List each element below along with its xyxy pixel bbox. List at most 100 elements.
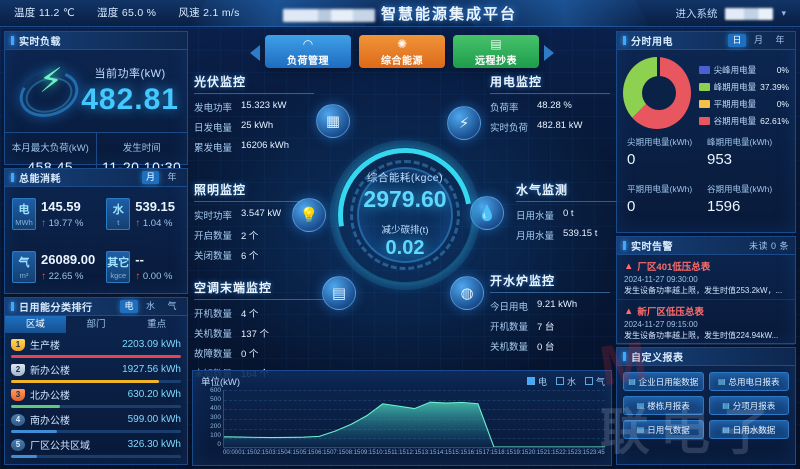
- tou-valley-value: 1596: [707, 198, 741, 215]
- lightning-bolt-graphic: ⚡: [13, 58, 85, 125]
- report-button-daily-gas-label: 日用气数据: [647, 424, 690, 435]
- air-conditioner-icon[interactable]: ▤: [322, 276, 356, 310]
- other-change: ↑ 0.00 %: [135, 271, 172, 282]
- ranking-type-toggle: 电 水 气: [120, 300, 181, 313]
- boiler-icon[interactable]: ◍: [450, 276, 484, 310]
- report-button-daily-gas[interactable]: ▤ 日用气数据: [623, 420, 704, 439]
- report-button-grid: ▤ 企业日用能数据 ▤ 总用电日报表 ▤ 楼栋月报表 ▤ 分项月报表 ▤ 日用气…: [617, 366, 795, 445]
- ranking-tabs: 区域 部门 重点: [5, 316, 187, 333]
- hvac-off-label: 关机数量: [194, 329, 233, 340]
- water-daily-value: 0 t: [563, 208, 574, 219]
- tou-legend-sharp: 尖峰用电量 0%: [698, 64, 789, 76]
- ranking-type-gas[interactable]: 气: [167, 301, 177, 311]
- x-tick-label: 17:15: [482, 450, 498, 456]
- tab-remote-meter-reading[interactable]: ▤ 远程抄表: [453, 34, 539, 68]
- weather-humidity: 湿度 65.0 %: [97, 7, 157, 19]
- legend-swatch-electricity: [526, 377, 535, 385]
- list-item[interactable]: 2 新办公楼 1927.56 kWh: [11, 362, 181, 383]
- tou-period-year[interactable]: 年: [775, 35, 785, 45]
- tou-cell-valley: 谷期用电量(kWh) 1596: [707, 183, 787, 230]
- load-rate-label: 负荷率: [490, 103, 519, 114]
- water-name: 水: [112, 203, 124, 216]
- realtime-load-label: 实时负荷: [490, 123, 529, 134]
- lightning-icon[interactable]: ⚡: [447, 106, 481, 140]
- report-button-subitem-monthly[interactable]: ▤ 分项月报表: [708, 396, 789, 415]
- page-title: 智慧能源集成平台: [0, 3, 800, 24]
- report-button-daily-water[interactable]: ▤ 日用水数据: [708, 420, 789, 439]
- list-item[interactable]: ▲ 新厂区低压总表 2024-11-27 09:15:00 发生设备功率越上限，…: [617, 300, 795, 345]
- total-consumption-panel: 总能消耗 月 年 电 MWh 145.59 ↑ 19.77 %: [4, 168, 188, 294]
- ranking-tab-area[interactable]: 区域: [5, 316, 66, 333]
- comprehensive-energy-gauge: 综合能耗(kgce) 2979.60 减少碳排(t) 0.02: [311, 121, 499, 309]
- boiler-monitoring-block: 开水炉监控 今日用电 9.21 kWh 开机数量 7 台 关机数量 0 台: [490, 272, 610, 353]
- water-monthly-label: 月用水量: [516, 231, 555, 242]
- list-item[interactable]: 1 生产楼 2203.09 kWh: [11, 337, 181, 358]
- rank-row-top: 1 生产楼 2203.09 kWh: [11, 337, 181, 352]
- pv-row-total: 累发电量 16206 kWh: [194, 140, 314, 154]
- ranking-tab-department[interactable]: 部门: [86, 319, 106, 330]
- rank-value: 326.30 kWh: [127, 439, 181, 450]
- grid-line: [224, 399, 605, 401]
- pv-power-label: 发电功率: [194, 103, 233, 114]
- report-button-total-electric-daily[interactable]: ▤ 总用电日报表: [708, 372, 789, 391]
- grid-line: [224, 448, 605, 449]
- list-item[interactable]: 5 厂区公共区域 326.30 kWh: [11, 437, 181, 458]
- water-gas-monitoring-block: 水气监测 日用水量 0 t 月用水量 539.15 t: [516, 181, 636, 242]
- hvac-row-on: 开机数量 4 个: [194, 306, 324, 320]
- tab-load-management[interactable]: ◠ 负荷管理: [265, 34, 351, 68]
- tou-value-grid: 尖期用电量(kWh) 0 峰期用电量(kWh) 953 平期用电量(kWh) 0…: [617, 134, 795, 230]
- legend-swatch-valley: [698, 117, 710, 125]
- legend-item-electricity[interactable]: 电: [526, 375, 547, 388]
- ranking-type-electricity[interactable]: 电: [120, 300, 138, 313]
- tou-period-month[interactable]: 月: [753, 35, 764, 45]
- current-power-label: 当前功率(kW): [94, 68, 166, 80]
- list-item[interactable]: 3 北办公楼 630.20 kWh: [11, 387, 181, 408]
- document-icon: ▤: [628, 377, 636, 386]
- rank-row-top: 5 厂区公共区域 326.30 kWh: [11, 437, 181, 452]
- legend-item-gas[interactable]: 气: [584, 375, 605, 388]
- ranking-tab-key[interactable]: 重点: [147, 319, 167, 330]
- y-tick-label: 400: [210, 405, 221, 412]
- water-drop-icon[interactable]: 💧: [470, 196, 504, 230]
- electricity-unit: MWh: [15, 217, 33, 227]
- alarm-timestamp: 2024-11-27 09:30:00: [624, 275, 698, 284]
- x-tick-label: 05:15: [299, 450, 315, 456]
- hvac-fault-value: 0 个: [241, 349, 259, 360]
- legend-swatch-water: [555, 377, 564, 385]
- report-button-enterprise-daily[interactable]: ▤ 企业日用能数据: [623, 372, 704, 391]
- header-accent-bar: [623, 36, 626, 45]
- occurrence-time-label: 发生时间: [122, 143, 161, 154]
- gauge-ring-inner: [357, 167, 453, 263]
- x-tick-label: 14:15: [436, 450, 452, 456]
- lightning-icon: ⚡: [39, 62, 63, 100]
- electricity-readout: 145.59 ↑ 19.77 %: [41, 199, 84, 229]
- tou-legend-flat-value: 0%: [776, 99, 789, 109]
- next-arrow-icon[interactable]: [544, 45, 554, 61]
- report-button-building-monthly[interactable]: ▤ 楼栋月报表: [623, 396, 704, 415]
- gas-name: 气: [18, 256, 30, 269]
- period-year-button[interactable]: 年: [167, 172, 177, 182]
- period-month-button[interactable]: 月: [141, 171, 160, 184]
- water-change-value: 1.04 %: [142, 217, 173, 229]
- chevron-down-icon[interactable]: ▾: [781, 8, 786, 18]
- tou-title: 分时用电: [631, 37, 673, 48]
- tab-integrated-energy[interactable]: ✺ 综合能源: [359, 34, 445, 68]
- tou-donut-row: 尖峰用电量 0% 峰期用电量 37.39% 平期用电量 0% 谷期用电量 62.…: [617, 50, 795, 134]
- prev-arrow-icon[interactable]: [250, 45, 260, 61]
- electricity-change-value: 19.77 %: [48, 217, 84, 229]
- legend-item-water[interactable]: 水: [555, 375, 576, 388]
- grid-line: [224, 428, 605, 430]
- solar-panel-icon[interactable]: ▦: [316, 104, 350, 138]
- medal-icon: 2: [11, 363, 25, 376]
- rank-row-top: 3 北办公楼 630.20 kWh: [11, 387, 181, 402]
- lightbulb-icon[interactable]: 💡: [292, 198, 326, 232]
- ranking-type-water[interactable]: 水: [145, 301, 156, 311]
- gauge-icon: ◠: [302, 36, 314, 51]
- list-item[interactable]: ▲ 厂区401低压总表 2024-11-27 09:30:00 发生设备功率越上…: [617, 255, 795, 300]
- x-tick-label: 16:15: [467, 450, 483, 456]
- enter-system-control[interactable]: 进入系统 ▾: [675, 6, 786, 21]
- tou-period-day[interactable]: 日: [728, 34, 746, 47]
- list-item[interactable]: 4 南办公楼 599.00 kWh: [11, 412, 181, 433]
- rank-bar-track: [11, 380, 181, 383]
- alarm-header: 实时告警 未读 0 条: [617, 237, 795, 255]
